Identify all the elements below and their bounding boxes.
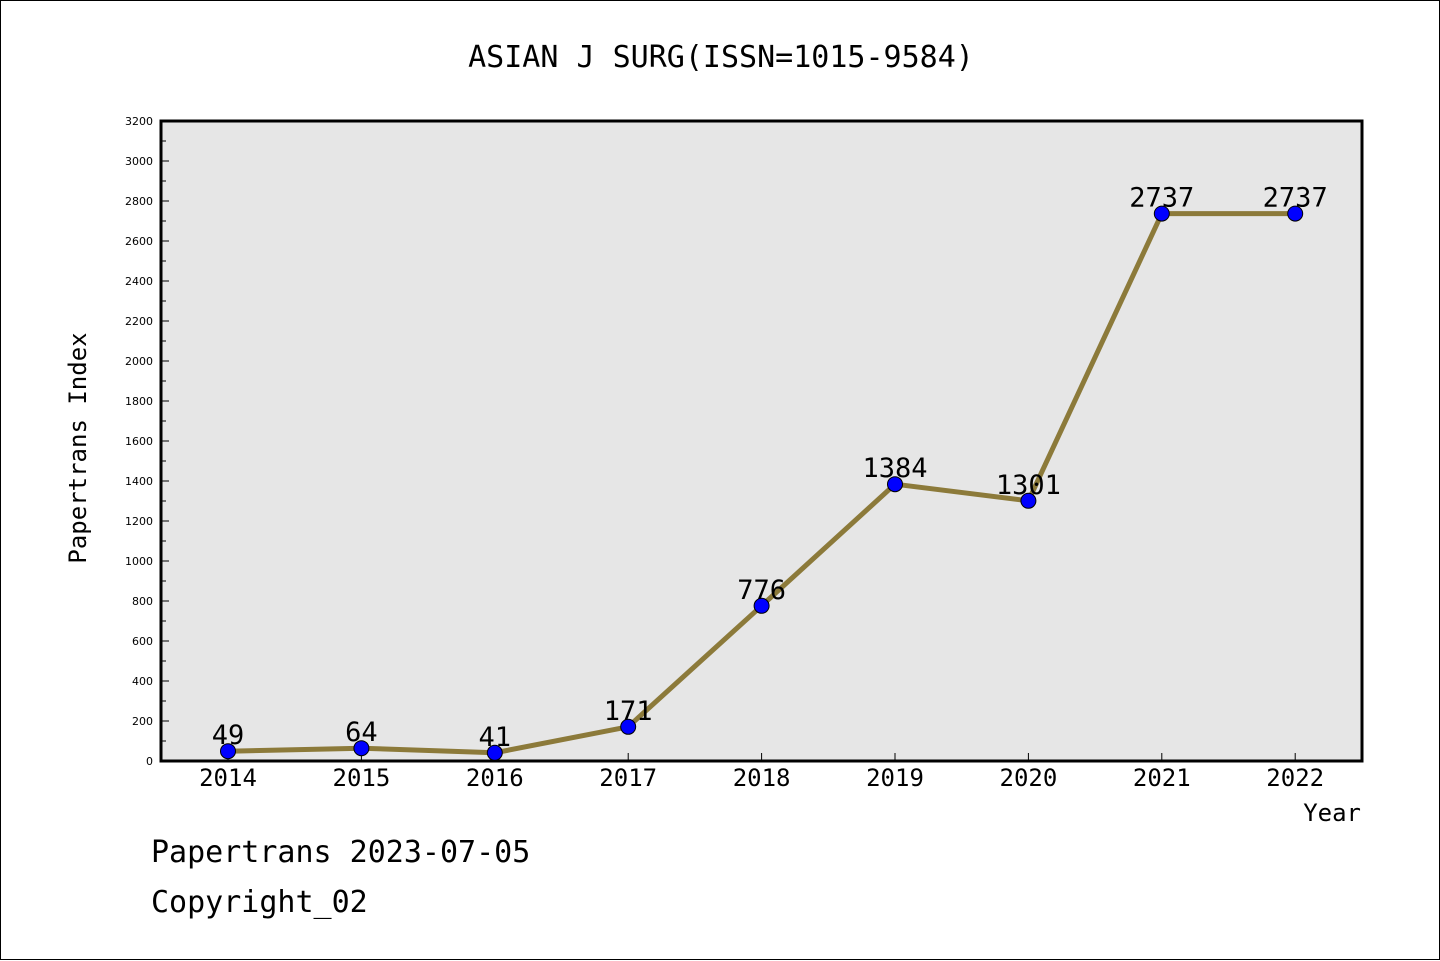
y-tick-label: 2400 (125, 275, 153, 288)
y-tick-label: 400 (132, 675, 153, 688)
y-tick-label: 0 (146, 755, 153, 768)
y-tick-label: 600 (132, 635, 153, 648)
y-tick-label: 3200 (125, 115, 153, 128)
data-label: 1384 (862, 453, 927, 484)
x-tick-label: 2021 (1133, 764, 1191, 792)
data-point (1287, 205, 1304, 222)
x-tick-label: 2019 (866, 764, 924, 792)
plot-area (159, 119, 1364, 763)
y-tick-label: 1200 (125, 515, 153, 528)
y-axis: 0 200 400 600 800 1000 1200 1400 1600 1800 2000 220… (125, 115, 169, 768)
y-tick-label: 800 (132, 595, 153, 608)
x-axis-label: Year (1303, 799, 1361, 827)
y-axis-label: Papertrans Index (64, 332, 92, 563)
x-tick-label: 2016 (466, 764, 524, 792)
x-tick-label: 2014 (199, 764, 257, 792)
y-tick-label: 2200 (125, 315, 153, 328)
data-point (486, 744, 503, 761)
data-label: 49 (212, 720, 245, 751)
y-tick-label: 3000 (125, 155, 153, 168)
y-tick-label: 1600 (125, 435, 153, 448)
y-tick-label: 1000 (125, 555, 153, 568)
data-label: 64 (345, 717, 378, 748)
y-tick-label: 2000 (125, 355, 153, 368)
data-label: 2737 (1263, 183, 1328, 214)
chart-title: ASIAN J SURG(ISSN=1015-9584) (468, 40, 974, 75)
data-point (1020, 492, 1037, 509)
x-tick-label: 2018 (733, 764, 791, 792)
series-group (220, 205, 1304, 761)
y-tick-label: 1800 (125, 395, 153, 408)
data-point (353, 740, 370, 757)
data-point (220, 743, 236, 760)
y-tick-label: 1400 (125, 475, 153, 488)
data-label: 1301 (996, 470, 1061, 501)
footer-copyright: Copyright_02 (151, 885, 368, 920)
x-axis: 2014 2015 2016 2017 2018 2019 2020 2021 2022 (199, 753, 1324, 792)
data-point (887, 476, 903, 493)
data-label: 776 (737, 575, 786, 606)
footer-source: Papertrans 2023-07-05 (151, 835, 531, 870)
x-tick-label: 2015 (333, 764, 391, 792)
data-label: 41 (479, 722, 512, 753)
data-point (753, 597, 770, 614)
y-tick-label: 2600 (125, 235, 153, 248)
y-tick-label: 2800 (125, 195, 153, 208)
x-tick-label: 2020 (1000, 764, 1058, 792)
y-tick-label: 200 (132, 715, 153, 728)
data-label: 171 (604, 696, 653, 727)
data-label: 2737 (1129, 183, 1194, 214)
x-tick-label: 2017 (599, 764, 657, 792)
x-tick-label: 2022 (1266, 764, 1324, 792)
data-point (620, 718, 637, 735)
data-point (1153, 205, 1170, 222)
data-labels: 49 64 41 171 776 1384 1301 2737 2737 (212, 183, 1328, 753)
